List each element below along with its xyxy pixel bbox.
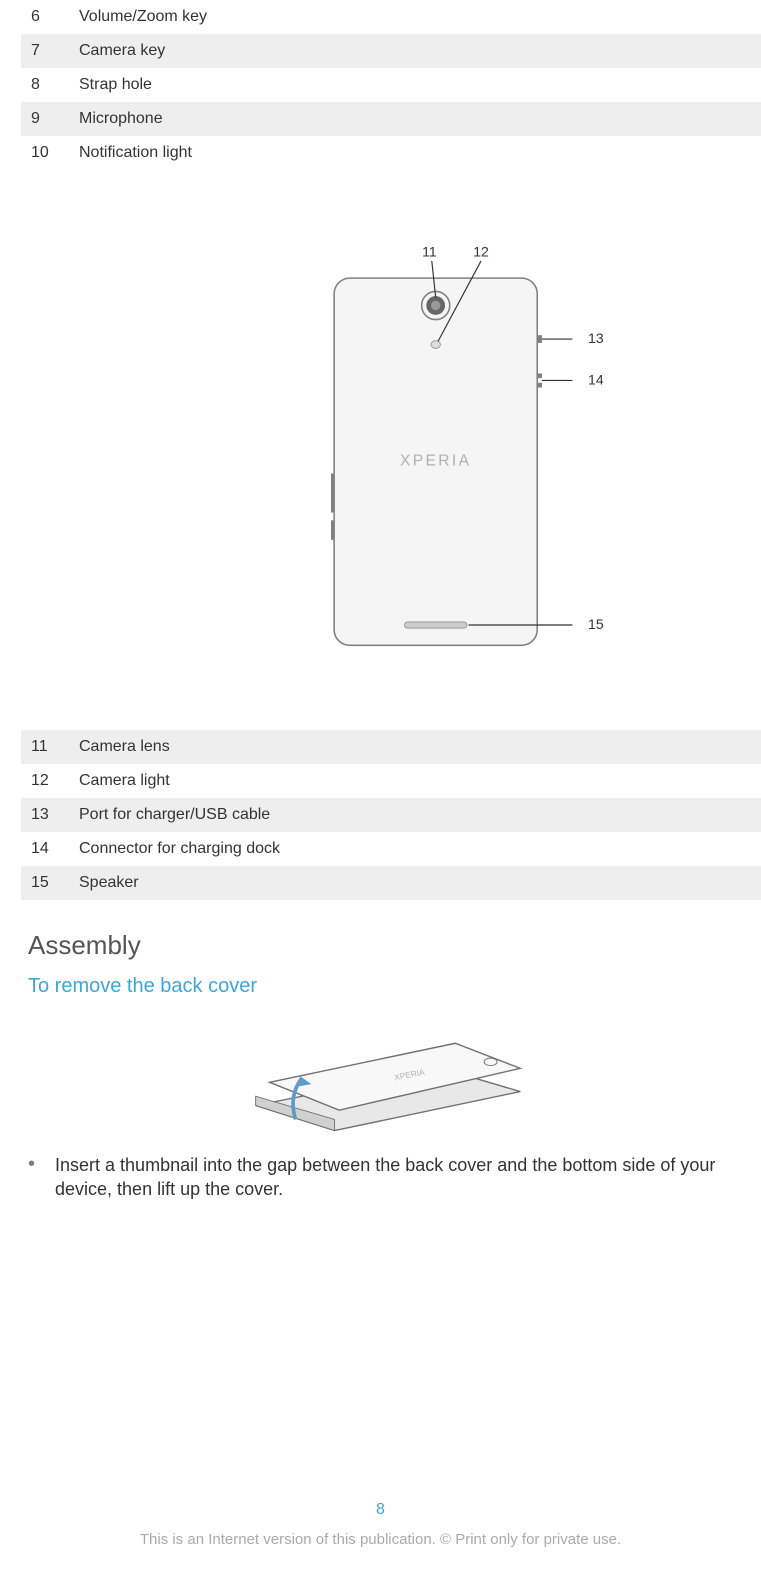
part-label: Connector for charging dock [79, 832, 761, 866]
svg-text:11: 11 [422, 243, 437, 259]
part-number: 15 [21, 866, 79, 900]
phone-back-diagram: XPERIA 11 12 13 14 15 [0, 180, 761, 730]
part-label: Camera light [79, 764, 761, 798]
part-number: 6 [21, 0, 79, 34]
table-row: 15Speaker [21, 866, 761, 900]
table-row: 10Notification light [21, 136, 761, 170]
instruction: • Insert a thumbnail into the gap betwee… [28, 1153, 751, 1201]
remove-cover-diagram: XPERIA [0, 1008, 761, 1143]
table-row: 6Volume/Zoom key [21, 0, 761, 34]
table-row: 12Camera light [21, 764, 761, 798]
part-label: Microphone [79, 102, 761, 136]
svg-text:14: 14 [588, 371, 604, 387]
parts-table-2: 11Camera lens12Camera light13Port for ch… [21, 730, 761, 900]
part-number: 11 [21, 730, 79, 764]
subsection-heading: To remove the back cover [28, 975, 761, 998]
table-row: 13Port for charger/USB cable [21, 798, 761, 832]
part-number: 10 [21, 136, 79, 170]
bullet-icon: • [28, 1153, 35, 1175]
page-number: 8 [0, 1501, 761, 1519]
part-label: Volume/Zoom key [79, 0, 761, 34]
table-row: 9Microphone [21, 102, 761, 136]
instruction-text: Insert a thumbnail into the gap between … [55, 1153, 751, 1201]
part-label: Strap hole [79, 68, 761, 102]
part-number: 8 [21, 68, 79, 102]
svg-text:15: 15 [588, 616, 604, 632]
part-label: Port for charger/USB cable [79, 798, 761, 832]
part-number: 7 [21, 34, 79, 68]
part-number: 12 [21, 764, 79, 798]
part-label: Camera lens [79, 730, 761, 764]
part-label: Speaker [79, 866, 761, 900]
section-heading: Assembly [28, 930, 761, 961]
part-number: 9 [21, 102, 79, 136]
parts-table-1: 6Volume/Zoom key7Camera key8Strap hole9M… [21, 0, 761, 170]
page: 6Volume/Zoom key7Camera key8Strap hole9M… [0, 0, 761, 1556]
table-row: 7Camera key [21, 34, 761, 68]
svg-text:13: 13 [588, 330, 604, 346]
part-number: 14 [21, 832, 79, 866]
svg-text:XPERIA: XPERIA [400, 453, 471, 470]
footer: This is an Internet version of this publ… [0, 1531, 761, 1556]
part-label: Camera key [79, 34, 761, 68]
part-number: 13 [21, 798, 79, 832]
svg-text:12: 12 [473, 243, 489, 259]
part-label: Notification light [79, 136, 761, 170]
table-row: 14Connector for charging dock [21, 832, 761, 866]
table-row: 11Camera lens [21, 730, 761, 764]
table-row: 8Strap hole [21, 68, 761, 102]
